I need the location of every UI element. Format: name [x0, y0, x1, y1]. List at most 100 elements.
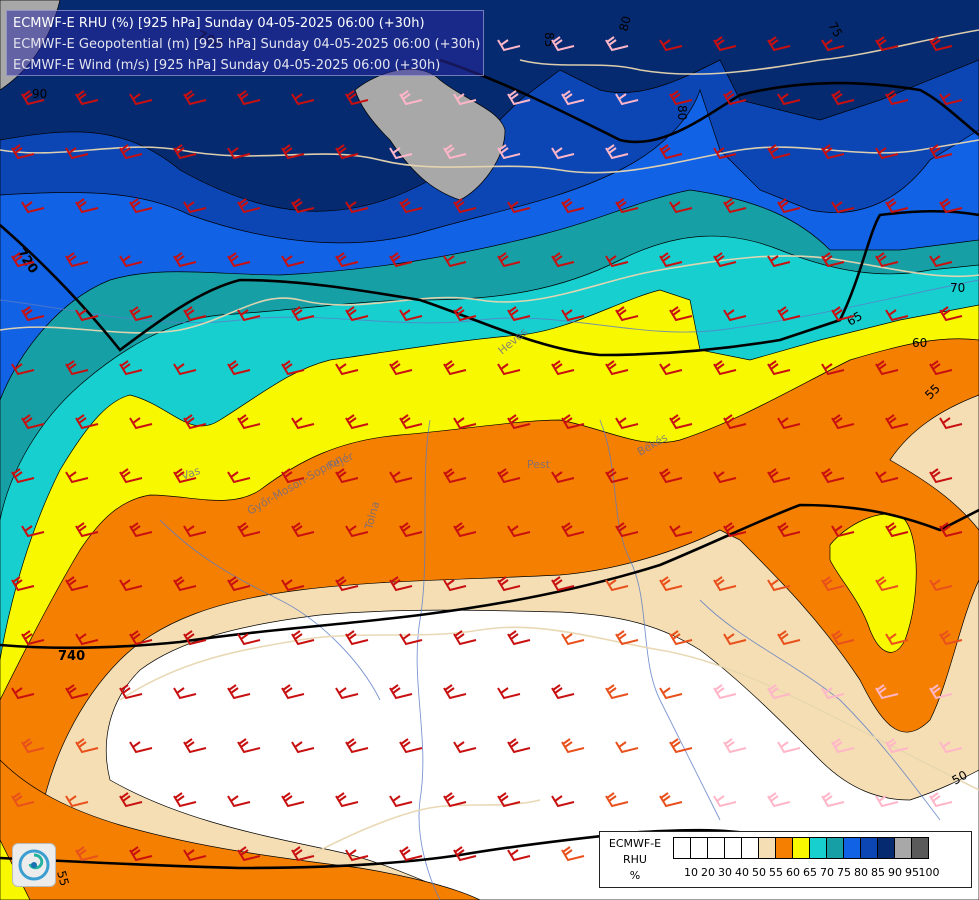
wind-barb: [335, 144, 359, 160]
wind-barb: [821, 39, 845, 52]
wind-barb: [281, 792, 305, 808]
wind-barb: [561, 90, 585, 106]
wind-barb: [551, 576, 575, 592]
wind-barb: [939, 741, 963, 754]
wind-barb: [21, 414, 45, 430]
wind-barb: [615, 522, 639, 538]
wind-barb: [605, 255, 629, 268]
wind-barb: [227, 147, 251, 160]
wind-barb: [389, 795, 413, 808]
wind-barb: [605, 36, 629, 52]
wind-barb: [713, 795, 737, 808]
wind-barb: [561, 846, 585, 862]
wind-barb: [875, 576, 899, 592]
wind-barb: [551, 471, 575, 484]
wind-barb: [875, 252, 899, 268]
wind-barb: [389, 471, 413, 484]
wind-barb: [11, 576, 35, 592]
wind-barb: [777, 417, 801, 430]
wind-barb: [723, 738, 747, 754]
legend-swatches: [673, 837, 929, 859]
wind-barb: [767, 255, 791, 268]
legend-swatch: [843, 837, 861, 859]
wind-barb: [885, 309, 909, 322]
rhu-label-50-southeast: 50: [950, 768, 970, 788]
legend-title-unit: %: [629, 869, 641, 882]
wind-barb: [939, 93, 963, 106]
wind-barb: [497, 252, 521, 268]
wind-barb: [399, 738, 423, 754]
wind-barb: [605, 792, 629, 808]
wind-barb: [399, 633, 423, 646]
wind-barb: [713, 576, 737, 592]
wind-barb: [443, 144, 467, 160]
rhu-legend: ECMWF-E RHU % 10 20 30 40 50 55 60 65 70 75 80 85 90…: [599, 831, 972, 888]
wind-barb: [561, 633, 585, 646]
wind-barb: [75, 198, 99, 214]
wind-barb: [821, 144, 845, 160]
wind-barb: [227, 252, 251, 268]
wind-barb: [551, 360, 575, 376]
wind-barb: [345, 849, 369, 862]
wind-barb: [605, 360, 629, 376]
wind-barb: [507, 201, 531, 214]
wind-barb: [939, 630, 963, 646]
legend-swatch: [792, 837, 810, 859]
wind-barb: [183, 630, 207, 646]
wind-barb: [713, 252, 737, 268]
wind-barb: [615, 93, 639, 106]
wind-barb: [75, 309, 99, 322]
legend-tick-label: 50: [752, 866, 766, 879]
wind-barb: [831, 414, 855, 430]
legend-title-model: ECMWF-E: [608, 837, 662, 850]
wind-barb: [615, 741, 639, 754]
wind-barb: [65, 360, 89, 376]
wind-barb: [605, 144, 629, 160]
wind-barb: [227, 795, 251, 808]
wind-barb: [831, 306, 855, 322]
wind-barb: [399, 522, 423, 538]
wind-barb: [453, 630, 477, 646]
wind-barb: [777, 741, 801, 754]
wind-barb: [939, 306, 963, 322]
wind-barb: [399, 846, 423, 862]
wind-barb: [443, 360, 467, 376]
wind-barb: [875, 360, 899, 376]
legend-swatch: [724, 837, 742, 859]
wind-barb: [65, 576, 89, 592]
wind-barb: [173, 144, 197, 160]
wind-barb: [561, 198, 585, 214]
wind-barb: [345, 414, 369, 430]
wind-barb: [605, 579, 629, 592]
legend-tick-label: 65: [803, 866, 817, 879]
wind-barb: [183, 414, 207, 430]
wind-barb: [821, 252, 845, 268]
legend-title-variable: RHU: [623, 853, 647, 866]
wind-barb: [507, 849, 531, 862]
rhu-label-70-east: 70: [950, 281, 965, 295]
wind-barb: [713, 36, 737, 52]
wind-barb: [831, 201, 855, 214]
legend-tick-label: 85: [871, 866, 885, 879]
wind-barb: [129, 846, 153, 862]
wind-barb: [767, 144, 791, 160]
wind-barb: [659, 687, 683, 700]
wind-barb: [659, 39, 683, 52]
wind-barb: [119, 255, 143, 268]
legend-swatch: [860, 837, 878, 859]
wind-barb: [669, 630, 693, 646]
wind-barb: [291, 306, 315, 322]
wind-barb: [551, 795, 575, 808]
wind-barb: [119, 792, 143, 808]
wind-barb: [453, 741, 477, 754]
wind-barb: [821, 468, 845, 484]
wind-barb: [929, 468, 953, 484]
legend-tick-label: 60: [786, 866, 800, 879]
wind-barb: [291, 198, 315, 214]
wind-barb: [335, 468, 359, 484]
wind-barb: [345, 201, 369, 214]
wind-barb: [723, 198, 747, 214]
legend-swatch: [775, 837, 793, 859]
